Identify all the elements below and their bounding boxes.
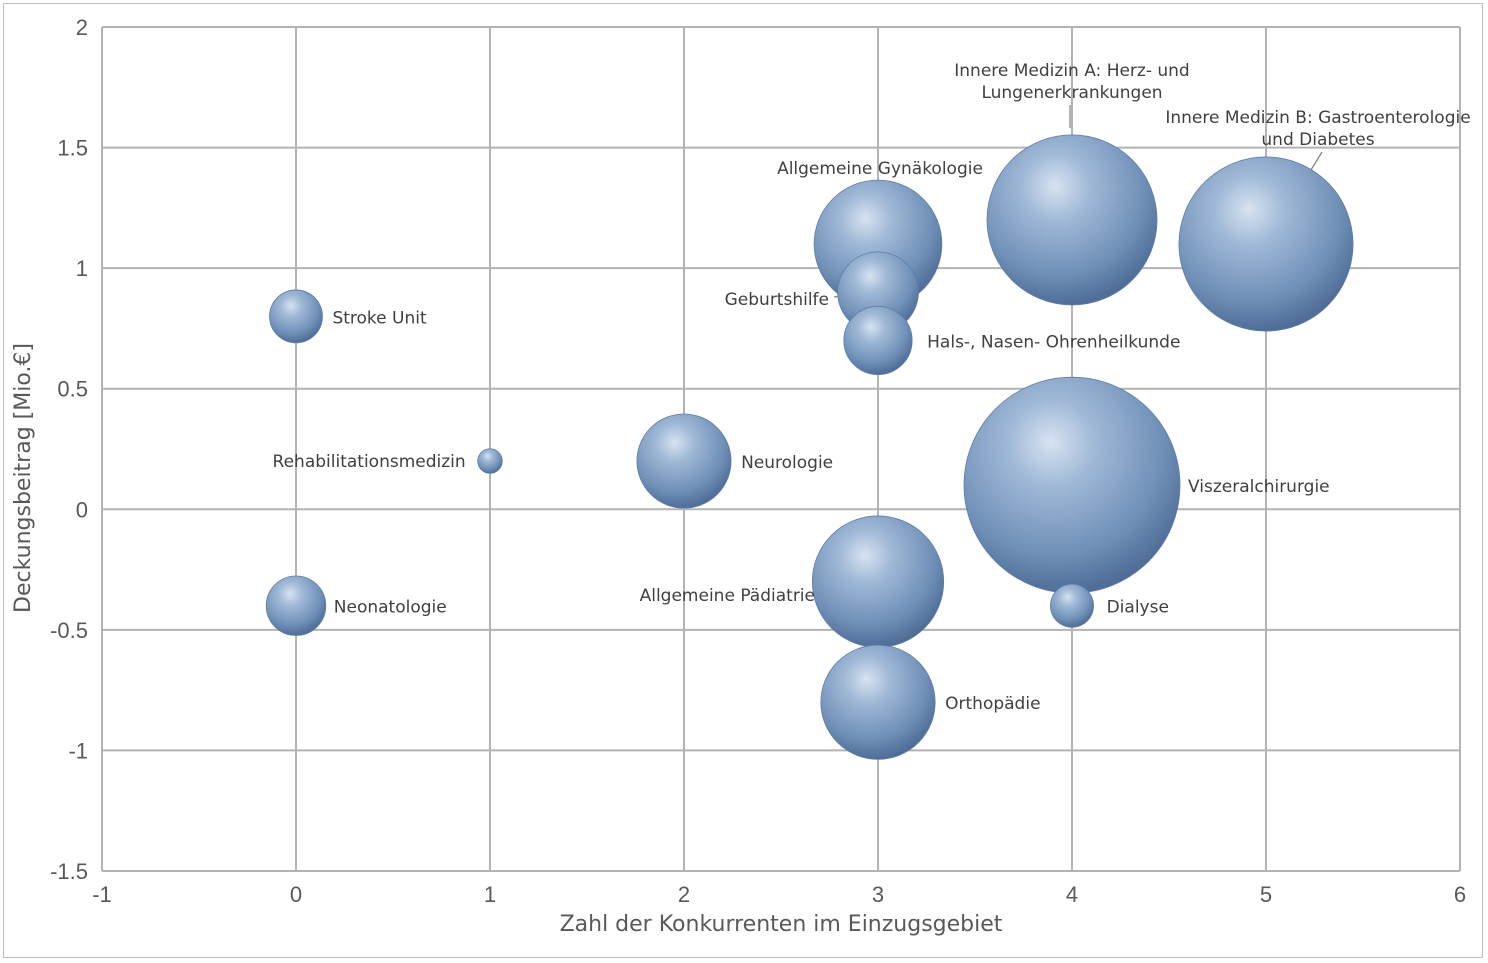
bubble xyxy=(477,448,503,474)
bubble xyxy=(265,575,327,636)
y-tick-label: -1.5 xyxy=(50,859,88,884)
bubble-label: Hals-, Nasen- Ohrenheilkunde xyxy=(927,332,1180,352)
bubble-label: Innere Medizin A: Herz- und Lungenerkrank… xyxy=(954,61,1189,103)
y-tick-label: 0 xyxy=(76,497,88,522)
y-tick-label: 0.5 xyxy=(57,377,88,402)
bubble-label: Viszeralchirurgie xyxy=(1188,477,1330,497)
bubble-label: Rehabilitationsmedizin xyxy=(273,452,466,472)
bubble-labels: Viszeralchirurgie Innere Medizin A: Herz-… xyxy=(273,61,1471,714)
x-tick-label: 2 xyxy=(678,882,690,907)
bubble-label: Dialyse xyxy=(1107,598,1169,618)
bubble xyxy=(269,289,323,344)
x-axis-title: Zahl der Konkurrenten im Einzugsgebiet xyxy=(560,912,1003,937)
bubble-label: Stroke Unit xyxy=(332,308,427,328)
bubbles xyxy=(265,134,1354,760)
grid xyxy=(101,26,1461,872)
bubble xyxy=(843,305,913,376)
bubble-label: Allgemeine Pädiatrie xyxy=(640,586,815,606)
x-tick-label: 0 xyxy=(290,882,302,907)
bubble-label: Orthopädie xyxy=(945,694,1040,714)
y-tick-label: -1 xyxy=(68,738,88,763)
bubble xyxy=(636,413,732,509)
x-tick-label: 1 xyxy=(484,882,496,907)
bubble xyxy=(811,515,945,648)
bubble xyxy=(1178,156,1354,332)
bubble xyxy=(1050,583,1095,628)
y-tick-label: 1.5 xyxy=(57,136,88,161)
bubble xyxy=(986,134,1158,306)
y-tick-label: 1 xyxy=(76,256,88,281)
y-tick-label: 2 xyxy=(76,15,88,40)
x-tick-label: 3 xyxy=(872,882,884,907)
tick-labels: -1 0 1 2 3 4 5 621.510.50-0.5-1-1.5 xyxy=(50,15,1466,907)
bubble-label: Allgemeine Gynäkologie xyxy=(777,159,983,179)
bubble xyxy=(820,644,936,760)
bubble-label: Geburtshilfe xyxy=(725,290,829,310)
bubble xyxy=(963,376,1181,594)
y-axis-title: Deckungsbeitrag [Mio.€] xyxy=(11,343,36,613)
x-tick-label: 6 xyxy=(1454,882,1466,907)
x-tick-label: 5 xyxy=(1260,882,1272,907)
bubble-label: Neurologie xyxy=(741,453,833,473)
bubble-label: Neonatologie xyxy=(334,598,447,618)
x-tick-label: -1 xyxy=(92,882,112,907)
x-tick-label: 4 xyxy=(1066,882,1078,907)
y-tick-label: -0.5 xyxy=(50,618,88,643)
bubble-label: Innere Medizin B: Gastroenterologie und D… xyxy=(1165,108,1470,150)
